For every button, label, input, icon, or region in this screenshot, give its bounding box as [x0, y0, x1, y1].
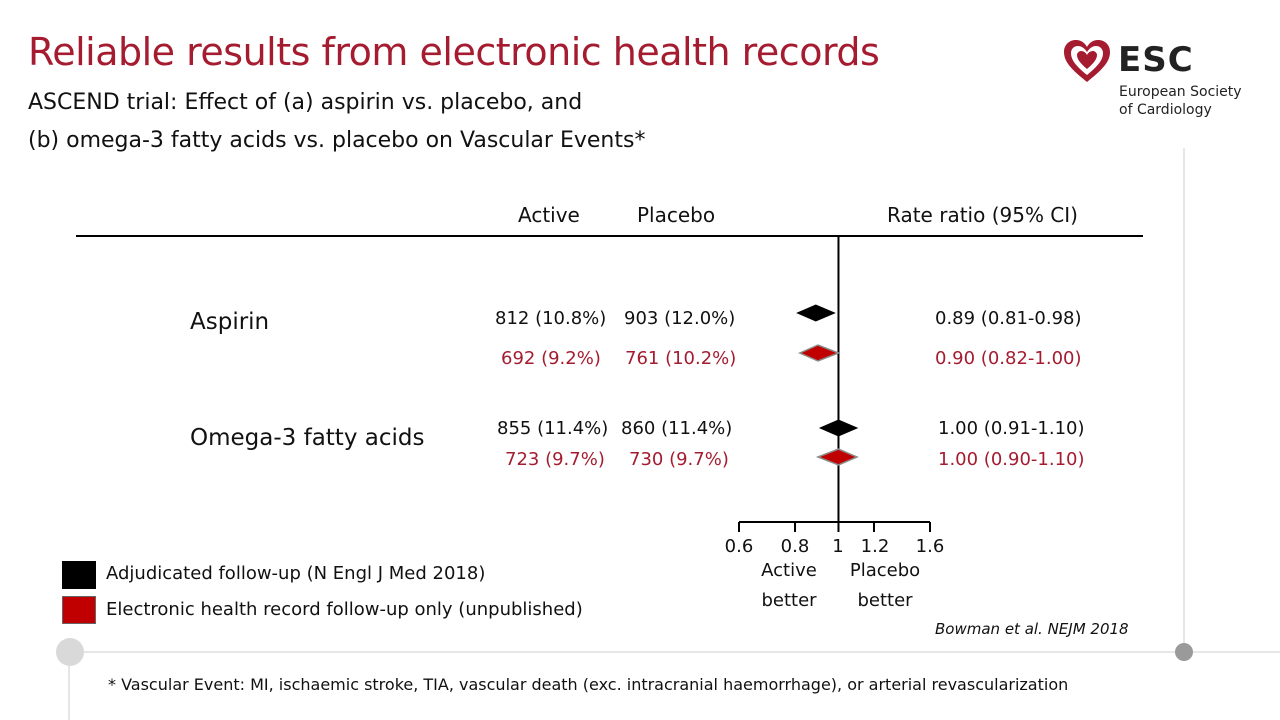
aspirin-adjudicated-active: 812 (10.8%) — [495, 308, 607, 329]
active-better-line-2: better — [761, 590, 817, 611]
omega3-adjudicated-ratio: 1.00 (0.91-1.10) — [938, 418, 1085, 439]
frame-divider-horizontal — [70, 651, 1280, 653]
legend-label-adjudicated: Adjudicated follow-up (N Engl J Med 2018… — [106, 563, 486, 584]
column-header-rate-ratio: Rate ratio (95% CI) — [887, 203, 1078, 227]
slide-subtitle-line-2: (b) omega-3 fatty acids vs. placebo on V… — [28, 128, 646, 153]
esc-logo-line-2: of Cardiology — [1119, 102, 1212, 118]
omega3-adjudicated-placebo: 860 (11.4%) — [621, 418, 733, 439]
aspirin-ehr-placebo: 761 (10.2%) — [625, 348, 737, 369]
aspirin-adjudicated-placebo: 903 (12.0%) — [624, 308, 736, 329]
placebo-better-line-1: Placebo — [849, 560, 921, 581]
frame-divider-vertical-right — [1183, 148, 1185, 650]
omega3-adjudicated-active: 855 (11.4%) — [497, 418, 609, 439]
column-header-active: Active — [518, 203, 580, 227]
group-label-omega3: Omega-3 fatty acids — [190, 425, 425, 451]
x-tick-label: 0.6 — [724, 536, 754, 557]
aspirin-adjudicated-ratio: 0.89 (0.81-0.98) — [935, 308, 1082, 329]
slide-title: Reliable results from electronic health … — [28, 30, 880, 74]
active-better-line-1: Active — [761, 560, 817, 581]
frame-dot-right — [1175, 643, 1193, 661]
estimate-diamond-adjudicated — [818, 419, 859, 437]
x-tick-label: 0.8 — [780, 536, 810, 557]
placebo-better-line-2: better — [857, 590, 913, 611]
estimate-diamond-ehr — [815, 448, 859, 466]
citation: Bowman et al. NEJM 2018 — [935, 620, 1129, 638]
frame-divider-vertical-left — [68, 666, 70, 720]
estimate-diamond-adjudicated — [796, 304, 836, 322]
esc-logo-wordmark: ESC — [1118, 40, 1194, 80]
group-label-aspirin: Aspirin — [190, 309, 270, 335]
omega3-ehr-placebo: 730 (9.7%) — [629, 449, 729, 470]
omega3-ehr-active: 723 (9.7%) — [505, 449, 605, 470]
footnote: * Vascular Event: MI, ischaemic stroke, … — [108, 675, 1069, 694]
x-tick-label: 1.6 — [915, 536, 945, 557]
esc-heart-logo-icon — [1064, 40, 1110, 82]
aspirin-ehr-ratio: 0.90 (0.82-1.00) — [935, 348, 1082, 369]
column-header-placebo: Placebo — [637, 203, 716, 227]
legend-swatch-ehr — [62, 596, 96, 624]
x-tick-label: 1 — [832, 536, 844, 557]
omega3-ehr-ratio: 1.00 (0.90-1.10) — [938, 449, 1085, 470]
estimate-diamond-ehr — [797, 344, 841, 362]
aspirin-ehr-active: 692 (9.2%) — [501, 348, 601, 369]
frame-dot-left — [56, 638, 84, 666]
legend-label-ehr: Electronic health record follow-up only … — [106, 599, 583, 620]
active-better-label: Active better — [749, 556, 829, 616]
slide-subtitle-line-1: ASCEND trial: Effect of (a) aspirin vs. … — [28, 90, 583, 115]
x-tick-label: 1.2 — [860, 536, 890, 557]
legend-swatch-adjudicated — [62, 561, 96, 589]
placebo-better-label: Placebo better — [840, 556, 930, 616]
esc-logo-line-1: European Society — [1119, 84, 1242, 100]
